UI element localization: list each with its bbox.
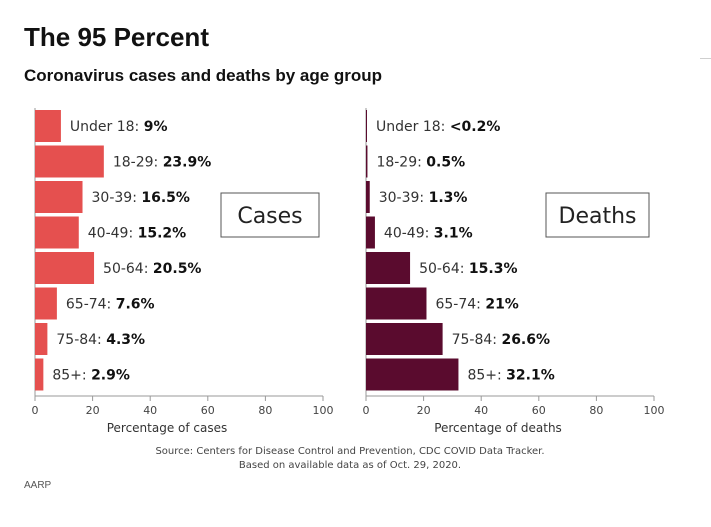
deaths-tick-label: 20 xyxy=(417,404,431,417)
charts-area: 0 20 40 60 80 100 Percentage of cases Under 18:… xyxy=(32,108,665,435)
cases-bar xyxy=(35,181,83,213)
deaths-tick-label: 100 xyxy=(644,404,665,417)
deaths-bar xyxy=(366,323,443,355)
cases-bar xyxy=(35,358,44,391)
deaths-tick-label: 80 xyxy=(589,404,603,417)
cases-tick-label: 100 xyxy=(313,404,334,417)
cases-tick-label: 0 xyxy=(32,404,39,417)
page-subtitle: Coronavirus cases and deaths by age grou… xyxy=(24,66,383,85)
deaths-tick-label: 60 xyxy=(532,404,546,417)
deaths-bar-label: 40-49: 3.1% xyxy=(384,226,473,242)
deaths-bar xyxy=(366,145,368,178)
deaths-bar-label: 65-74: 21% xyxy=(435,297,518,313)
cases-legend-label: Cases xyxy=(237,204,302,229)
cases-bar xyxy=(35,145,104,178)
deaths-tick-label: 0 xyxy=(363,404,370,417)
credit: AARP xyxy=(24,480,52,491)
cases-chart: 0 20 40 60 80 100 Percentage of cases Under 18:… xyxy=(32,108,334,435)
deaths-bar xyxy=(366,252,411,284)
deaths-bar xyxy=(366,216,375,249)
deaths-chart: 0 20 40 60 80 100 Percentage of deaths Under 18… xyxy=(363,108,665,435)
cases-tick-label: 80 xyxy=(258,404,272,417)
deaths-legend-box xyxy=(545,192,650,238)
cases-bar xyxy=(35,252,95,284)
cases-tick-label: 60 xyxy=(201,404,215,417)
deaths-bar xyxy=(366,110,367,142)
deaths-legend-label: Deaths xyxy=(559,204,637,229)
deaths-bar xyxy=(366,287,427,320)
cases-legend-box xyxy=(220,192,320,238)
deaths-x-label: Percentage of deaths xyxy=(434,421,562,435)
deaths-bar-label: 75-84: 26.6% xyxy=(452,332,550,348)
cases-bar-label: 40-49: 15.2% xyxy=(88,226,186,242)
cases-bar-label: 50-64: 20.5% xyxy=(103,261,201,277)
cases-bar-label: 75-84: 4.3% xyxy=(56,332,145,348)
deaths-bar-label: Under 18: <0.2% xyxy=(376,119,500,135)
cases-bar xyxy=(35,216,79,249)
page-title: The 95 Percent xyxy=(24,22,209,52)
deaths-bar xyxy=(366,181,370,213)
cases-bar-label: 18-29: 23.9% xyxy=(113,155,211,171)
cases-tick-label: 20 xyxy=(86,404,100,417)
cases-x-label: Percentage of cases xyxy=(107,421,228,435)
deaths-bar-label: 18-29: 0.5% xyxy=(376,155,465,171)
cases-bar-label: 65-74: 7.6% xyxy=(66,297,155,313)
deaths-tick-label: 40 xyxy=(474,404,488,417)
cases-bar xyxy=(35,323,48,355)
cases-bar-label: Under 18: 9% xyxy=(70,119,168,135)
cases-bar-label: 30-39: 16.5% xyxy=(92,190,190,206)
deaths-bar xyxy=(366,358,459,391)
source-note: Source: Centers for Disease Control and … xyxy=(155,446,545,457)
cases-bar xyxy=(35,287,57,320)
cases-tick-label: 40 xyxy=(143,404,157,417)
cases-bar xyxy=(35,110,61,142)
deaths-bar-label: 50-64: 15.3% xyxy=(419,261,517,277)
deaths-bar-label: 30-39: 1.3% xyxy=(379,190,468,206)
cases-bar-label: 85+: 2.9% xyxy=(52,368,130,384)
divider xyxy=(700,58,711,59)
deaths-bar-label: 85+: 32.1% xyxy=(467,368,554,384)
source-date: Based on available data as of Oct. 29, 2… xyxy=(238,460,462,471)
